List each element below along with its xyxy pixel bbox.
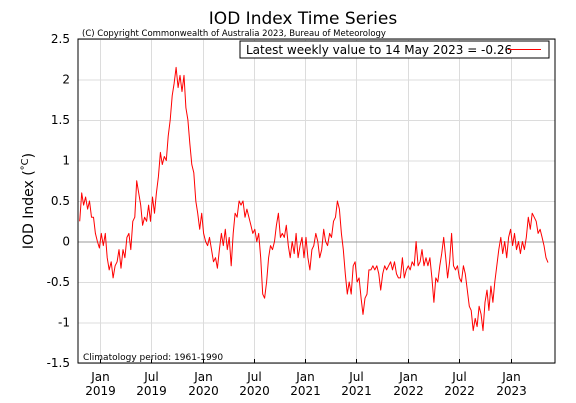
legend: Latest weekly value to 14 May 2023 = -0.… — [239, 40, 550, 59]
x-tick-label-month: Jan — [193, 370, 213, 384]
x-tick-label-month: Jul — [143, 370, 158, 384]
x-tick-label-month: Jul — [246, 370, 261, 384]
x-tick-label-year: 2020 — [188, 384, 219, 398]
x-tick-label-month: Jul — [348, 370, 363, 384]
x-tick-label-year: 2023 — [496, 384, 527, 398]
x-tick-label-year: 2019 — [136, 384, 167, 398]
x-tick-label-year: 2020 — [239, 384, 270, 398]
legend-box — [239, 40, 550, 59]
iod-series-line — [79, 66, 549, 332]
y-tick-label: 2 — [62, 73, 70, 87]
y-axis-ticks: 2.5 2 1.5 1 0.5 0 -0.5 -1 -1.5 — [47, 32, 70, 370]
y-tick-label: -1.5 — [47, 356, 70, 370]
chart-title: IOD Index Time Series — [209, 9, 398, 29]
climatology-note: Climatology period: 1961-1990 — [83, 353, 223, 363]
x-tick-label-month: Jul — [451, 370, 466, 384]
x-tick-label-year: 2022 — [444, 384, 475, 398]
y-tick-label: -0.5 — [47, 275, 70, 289]
legend-label: Latest weekly value to 14 May 2023 = -0.… — [246, 43, 512, 57]
y-tick-label: 1.5 — [51, 113, 70, 127]
x-tick-label-month: Jan — [295, 370, 315, 384]
y-tick-label: 2.5 — [51, 32, 70, 46]
y-tick-label: 1 — [62, 154, 70, 168]
x-tick-label-year: 2019 — [85, 384, 116, 398]
x-tick-label-month: Jan — [398, 370, 418, 384]
x-tick-label-year: 2021 — [290, 384, 321, 398]
x-tick-label-year: 2021 — [341, 384, 372, 398]
y-tick-label: 0 — [62, 235, 70, 249]
x-tick-label-month: Jan — [90, 370, 110, 384]
x-tick-label-year: 2022 — [393, 384, 424, 398]
x-tick-label-month: Jan — [501, 370, 521, 384]
y-tick-label: 0.5 — [51, 194, 70, 208]
x-axis-ticks: Jan2019Jul2019Jan2020Jul2020Jan2021Jul20… — [85, 359, 527, 398]
grid — [78, 39, 555, 364]
y-tick-label: -1 — [58, 316, 70, 330]
copyright-text: (C) Copyright Commonwealth of Australia … — [82, 29, 386, 39]
plot-frame — [77, 38, 556, 364]
y-axis-label: IOD Index (°C) — [20, 153, 37, 249]
